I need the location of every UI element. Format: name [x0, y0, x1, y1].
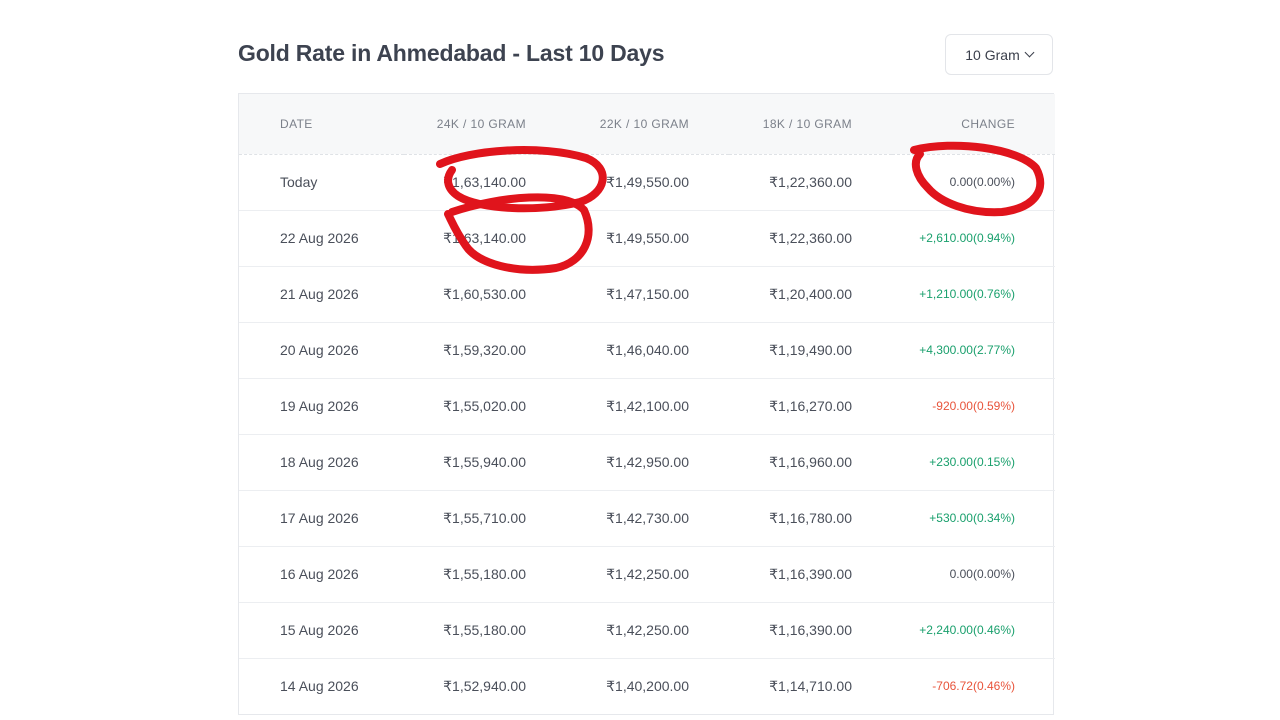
cell-date: 17 Aug 2026 — [239, 490, 404, 547]
cell-18k-rate: ₹1,22,360.00 — [729, 154, 892, 211]
cell-change: +230.00(0.15%) — [892, 434, 1055, 491]
cell-date: 21 Aug 2026 — [239, 266, 404, 323]
table-row: 21 Aug 2026 ₹1,60,530.00 ₹1,47,150.00 ₹1,20… — [239, 266, 1055, 323]
table-row: 14 Aug 2026 ₹1,52,940.00 ₹1,40,200.00 ₹1,14… — [239, 658, 1055, 714]
cell-date: 18 Aug 2026 — [239, 434, 404, 491]
cell-22k-rate: ₹1,49,550.00 — [566, 154, 729, 211]
cell-date: 22 Aug 2026 — [239, 210, 404, 267]
cell-22k-rate: ₹1,47,150.00 — [566, 266, 729, 323]
cell-change: -706.72(0.46%) — [932, 679, 1015, 693]
cell-22k-rate: ₹1,42,950.00 — [566, 434, 729, 491]
cell-date: 14 Aug 2026 — [280, 678, 359, 694]
cell-change: 0.00(0.00%) — [892, 546, 1055, 603]
unit-select-value: 10 Gram — [965, 46, 1020, 63]
cell-22k-rate: ₹1,46,040.00 — [566, 322, 729, 379]
cell-18k-rate: ₹1,16,390.00 — [729, 546, 892, 603]
cell-24k-rate: ₹1,55,940.00 — [404, 434, 566, 491]
cell-18k-rate: ₹1,16,960.00 — [729, 434, 892, 491]
table-row: 15 Aug 2026 ₹1,55,180.00 ₹1,42,250.00 ₹1,16… — [239, 602, 1055, 659]
unit-select-dropdown[interactable]: 10 Gram — [945, 34, 1053, 75]
cell-change: +530.00(0.34%) — [892, 490, 1055, 547]
cell-24k-rate: ₹1,63,140.00 — [404, 210, 566, 267]
gold-rate-table-container: DATE 24K / 10 GRAM 22K / 10 GRAM 18K / 1… — [238, 93, 1055, 715]
cell-18k-rate: ₹1,16,390.00 — [729, 602, 892, 659]
cell-date: 20 Aug 2026 — [239, 322, 404, 379]
cell-change: 0.00(0.00%) — [892, 154, 1055, 211]
table-row: 20 Aug 2026 ₹1,59,320.00 ₹1,46,040.00 ₹1,19… — [239, 322, 1055, 379]
table-row: 18 Aug 2026 ₹1,55,940.00 ₹1,42,950.00 ₹1,16… — [239, 434, 1055, 491]
header-date: DATE — [239, 94, 404, 155]
header-22k: 22K / 10 GRAM — [566, 94, 729, 155]
table-row: 17 Aug 2026 ₹1,55,710.00 ₹1,42,730.00 ₹1,16… — [239, 490, 1055, 547]
cell-18k-rate: ₹1,16,270.00 — [729, 378, 892, 435]
cell-24k-rate: ₹1,55,180.00 — [404, 602, 566, 659]
table-row: 22 Aug 2026 ₹1,63,140.00 ₹1,49,550.00 ₹1,22… — [239, 210, 1055, 267]
cell-22k-rate: ₹1,42,730.00 — [566, 490, 729, 547]
cell-24k-rate: ₹1,55,180.00 — [404, 546, 566, 603]
page-title: Gold Rate in Ahmedabad - Last 10 Days — [238, 40, 665, 66]
header-24k: 24K / 10 GRAM — [404, 94, 566, 155]
cell-24k-rate: ₹1,55,020.00 — [404, 378, 566, 435]
cell-18k-rate: ₹1,22,360.00 — [729, 210, 892, 267]
cell-18k-rate: ₹1,19,490.00 — [729, 322, 892, 379]
table-body: Today ₹1,63,140.00 ₹1,49,550.00 ₹1,22,360.0… — [239, 154, 1055, 714]
cell-18k-rate: ₹1,16,780.00 — [729, 490, 892, 547]
cell-22k-rate: ₹1,42,100.00 — [566, 378, 729, 435]
header-18k: 18K / 10 GRAM — [729, 94, 892, 155]
cell-22k-rate: ₹1,42,250.00 — [566, 602, 729, 659]
header-change: CHANGE — [892, 94, 1055, 155]
cell-date: Today — [239, 154, 404, 211]
cell-date: 19 Aug 2026 — [239, 378, 404, 435]
cell-24k-rate: ₹1,52,940.00 — [443, 677, 526, 694]
cell-24k-rate: ₹1,60,530.00 — [404, 266, 566, 323]
cell-24k-rate: ₹1,59,320.00 — [404, 322, 566, 379]
chevron-down-icon — [1024, 47, 1035, 58]
cell-change: +4,300.00(2.77%) — [892, 322, 1055, 379]
cell-18k-rate: ₹1,20,400.00 — [729, 266, 892, 323]
cell-date: 16 Aug 2026 — [239, 546, 404, 603]
table-row: 19 Aug 2026 ₹1,55,020.00 ₹1,42,100.00 ₹1,16… — [239, 378, 1055, 435]
cell-24k-rate: ₹1,63,140.00 — [404, 154, 566, 211]
table-header-row: DATE 24K / 10 GRAM 22K / 10 GRAM 18K / 1… — [239, 94, 1055, 155]
cell-change: +2,240.00(0.46%) — [892, 602, 1055, 659]
cell-change: +1,210.00(0.76%) — [892, 266, 1055, 323]
table-row: 16 Aug 2026 ₹1,55,180.00 ₹1,42,250.00 ₹1,16… — [239, 546, 1055, 603]
table-row: Today ₹1,63,140.00 ₹1,49,550.00 ₹1,22,360.0… — [239, 154, 1055, 211]
cell-24k-rate: ₹1,55,710.00 — [404, 490, 566, 547]
gold-rate-table: DATE 24K / 10 GRAM 22K / 10 GRAM 18K / 1… — [239, 94, 1055, 714]
cell-22k-rate: ₹1,40,200.00 — [606, 677, 689, 694]
cell-18k-rate: ₹1,14,710.00 — [769, 677, 852, 694]
cell-22k-rate: ₹1,49,550.00 — [566, 210, 729, 267]
cell-change: -920.00(0.59%) — [892, 378, 1055, 435]
cell-change: +2,610.00(0.94%) — [892, 210, 1055, 267]
cell-22k-rate: ₹1,42,250.00 — [566, 546, 729, 603]
cell-date: 15 Aug 2026 — [239, 602, 404, 659]
